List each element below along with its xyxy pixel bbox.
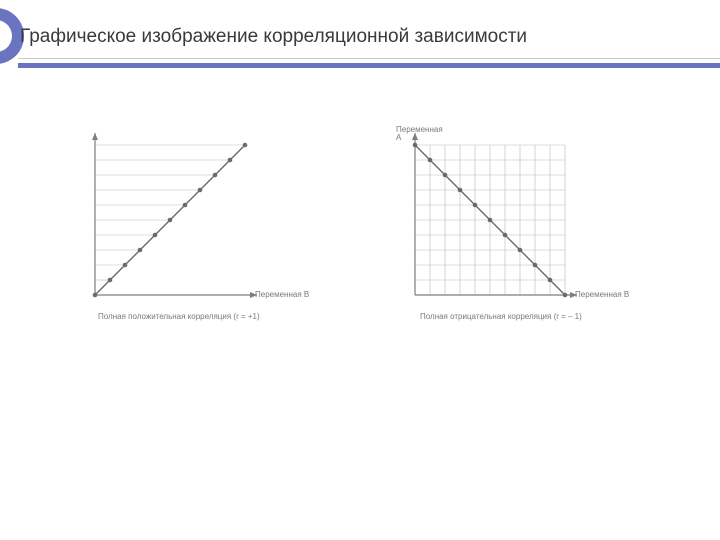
chart-positive-correlation: Переменная B Полная положительная коррел… xyxy=(70,130,330,335)
y-axis-label: ПеременнаяA xyxy=(396,126,443,143)
chart-positive-caption: Полная положительная корреляция (r = +1) xyxy=(98,312,260,321)
chart-negative-svg xyxy=(390,130,650,335)
x-axis-label: Переменная B xyxy=(255,290,309,299)
underline-thick xyxy=(18,63,720,68)
x-axis-label: Переменная B xyxy=(575,290,629,299)
chart-negative-caption: Полная отрицательная корреляция (r = – 1… xyxy=(420,312,582,321)
charts-row: Переменная B Полная положительная коррел… xyxy=(0,130,720,335)
chart-negative-correlation: ПеременнаяA Переменная B Полная отрицате… xyxy=(390,130,650,335)
slide: Графическое изображение корреляционной з… xyxy=(0,0,720,540)
slide-title: Графическое изображение корреляционной з… xyxy=(20,26,527,48)
chart-positive-svg xyxy=(70,130,330,335)
underline-thin xyxy=(18,58,720,59)
